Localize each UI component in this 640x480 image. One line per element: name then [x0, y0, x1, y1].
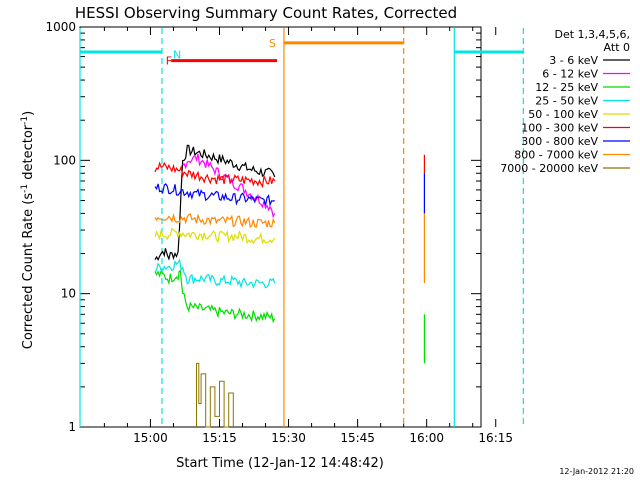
state-label: F — [166, 55, 172, 68]
legend-header-2: Att 0 — [604, 41, 630, 54]
y-axis-label-sup-1: -1 — [20, 184, 30, 193]
x-tick-label: 16:15 — [478, 431, 513, 445]
state-label: N — [173, 49, 181, 62]
y-axis-label-end: ) — [21, 111, 36, 116]
x-tick-label: 15:45 — [340, 431, 375, 445]
series-100-300keV — [154, 154, 425, 189]
series-3-6keV — [154, 144, 276, 262]
legend-entry-label: 800 - 7000 keV — [514, 149, 598, 162]
y-tick-label: 1 — [68, 420, 76, 434]
y-axis-label-main: Corrected Count Rate (s — [21, 193, 36, 350]
timestamp: 12-Jan-2012 21:20 — [559, 467, 634, 476]
series-line — [154, 269, 276, 324]
x-tick-label: 15:15 — [202, 431, 237, 445]
data-series — [154, 144, 425, 428]
legend-entry-label: 12 - 25 keV — [535, 81, 598, 94]
series-300-800keV — [154, 173, 425, 214]
y-tick-label: 10 — [61, 287, 76, 301]
series-line — [154, 227, 276, 245]
series-line — [154, 212, 276, 228]
legend-entry-label: 300 - 800 keV — [521, 135, 598, 148]
series-7000-20000keV — [196, 362, 234, 428]
series-line — [154, 183, 275, 207]
y-tick-label: 100 — [53, 153, 76, 167]
y-axis-label-sup-2: -1 — [20, 116, 30, 125]
axis-ticks: 15:00 15:15 15:30 15:45 16:00 16:15 1 10 100 1000 — [45, 20, 513, 445]
series-12-25keV — [154, 269, 425, 364]
state-label: S — [269, 37, 276, 50]
series-line — [154, 161, 276, 189]
state-bars: F N S — [80, 37, 524, 68]
y-axis-label-mid: detector — [21, 124, 36, 184]
legend-entry-label: 6 - 12 keV — [542, 68, 598, 81]
legend-entry-label: 7000 - 20000 keV — [500, 162, 598, 175]
series-line — [196, 362, 234, 428]
y-axis-label: Corrected Count Rate (s-1 detector-1) — [20, 111, 36, 349]
series-50-100keV — [154, 227, 276, 245]
legend-header-1: Det 1,3,4,5,6, — [554, 28, 630, 41]
plot-frame — [79, 26, 482, 428]
legend-entry-label: 50 - 100 keV — [528, 108, 598, 121]
x-axis-label: Start Time (12-Jan-12 14:48:42) — [176, 456, 384, 471]
series-25-50keV — [154, 258, 276, 289]
legend-entry-label: 100 - 300 keV — [521, 122, 598, 135]
legend-entry-label: 3 - 6 keV — [549, 54, 598, 67]
state-boundaries — [79, 28, 524, 427]
legend-entry-label: 25 - 50 keV — [535, 95, 598, 108]
x-tick-label: 16:00 — [409, 431, 444, 445]
x-tick-label: 15:00 — [133, 431, 168, 445]
y-tick-label: 1000 — [45, 20, 76, 34]
series-line — [154, 258, 276, 289]
x-tick-label: 15:30 — [271, 431, 306, 445]
series-800-7000keV — [154, 212, 425, 284]
chart-title: HESSI Observing Summary Count Rates, Cor… — [75, 4, 457, 22]
series-line — [154, 144, 276, 262]
